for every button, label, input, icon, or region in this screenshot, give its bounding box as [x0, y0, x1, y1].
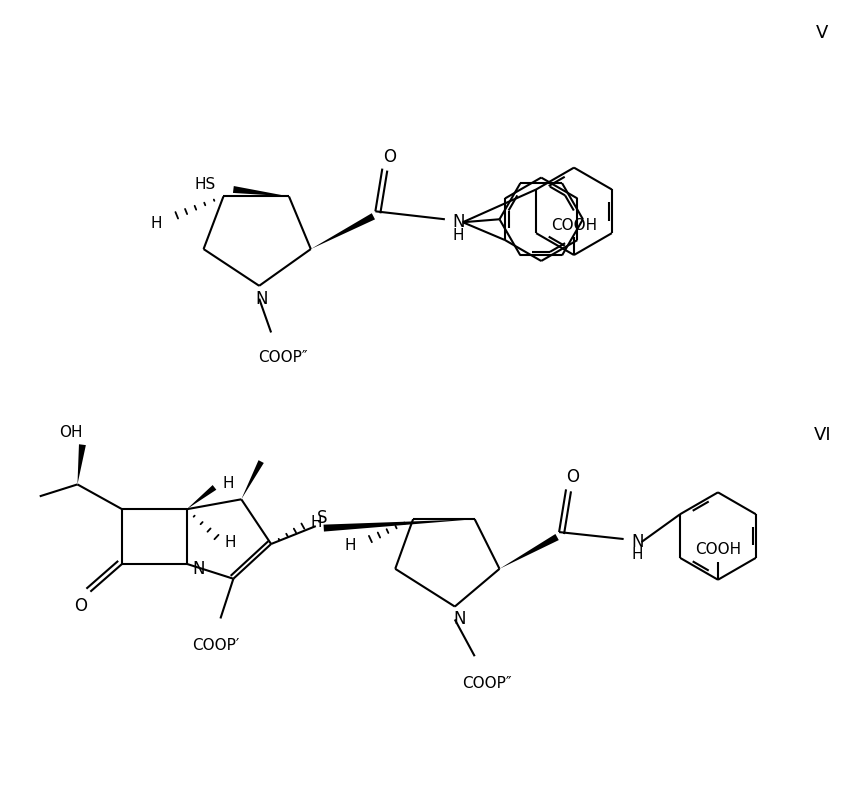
Text: H: H: [225, 534, 236, 550]
Polygon shape: [324, 519, 475, 531]
Text: S: S: [316, 509, 327, 527]
Text: H: H: [150, 216, 162, 230]
Text: COOH: COOH: [551, 218, 597, 233]
Polygon shape: [77, 444, 86, 485]
Text: VI: VI: [813, 426, 831, 444]
Text: N: N: [192, 560, 205, 578]
Text: V: V: [816, 23, 829, 42]
Text: H: H: [452, 228, 464, 242]
Text: N: N: [255, 290, 267, 308]
Text: HS: HS: [195, 177, 215, 192]
Text: COOP″: COOP″: [258, 350, 308, 365]
Text: H: H: [223, 476, 234, 491]
Text: N: N: [452, 214, 465, 231]
Text: COOH: COOH: [695, 542, 741, 558]
Polygon shape: [187, 485, 216, 510]
Text: N: N: [453, 610, 466, 629]
Polygon shape: [500, 534, 559, 569]
Text: H: H: [632, 547, 643, 562]
Text: O: O: [566, 469, 579, 486]
Polygon shape: [233, 186, 289, 197]
Text: COOP′: COOP′: [192, 638, 239, 653]
Text: O: O: [383, 148, 396, 166]
Text: H: H: [311, 514, 322, 530]
Text: H: H: [344, 538, 356, 554]
Polygon shape: [242, 460, 264, 499]
Text: N: N: [632, 533, 644, 551]
Polygon shape: [311, 214, 375, 249]
Text: OH: OH: [59, 426, 82, 440]
Text: COOP″: COOP″: [462, 675, 512, 690]
Text: O: O: [74, 597, 87, 614]
